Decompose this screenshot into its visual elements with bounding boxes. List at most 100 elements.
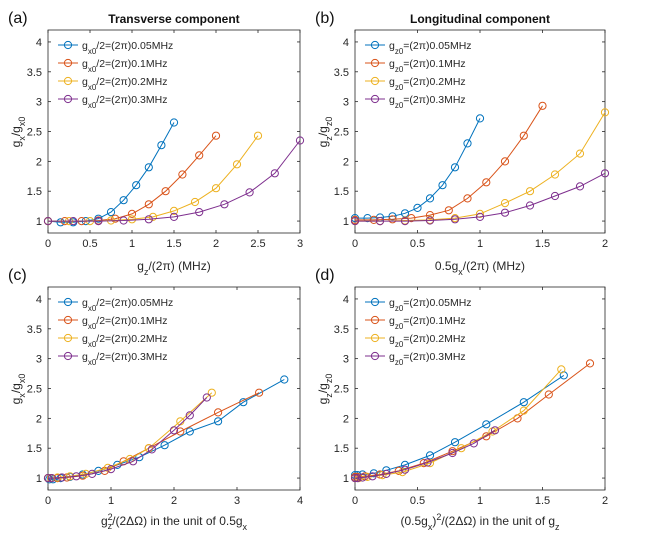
legend-marker-c-0: [63, 297, 73, 307]
ytick-label-a-2: 2: [36, 156, 42, 168]
data-point-b-3-5: [475, 212, 485, 221]
series-line-d-0: [355, 374, 565, 476]
xtick-label-c-3: 3: [234, 495, 240, 507]
subplot-a: (a) Transverse component 0 0.5 1 1.5 2 2.5 3 1 1…: [8, 10, 305, 277]
data-point-a-0-6: [119, 196, 128, 205]
ytick-label-c-4: 3: [36, 354, 42, 366]
data-point-b-2-10: [600, 108, 610, 117]
ytick-label-c-2: 2: [36, 413, 42, 425]
ytick-label-a-5: 3.5: [27, 67, 42, 79]
data-point-d-3-5: [400, 465, 410, 474]
legend-marker-d-1: [370, 315, 380, 325]
data-point-b-0-10: [475, 114, 485, 123]
ytick-label-c-6: 4: [36, 294, 42, 306]
data-point-b-3-6: [500, 208, 510, 217]
data-point-b-2-8: [550, 170, 560, 179]
ytick-label-b-4: 3: [343, 97, 349, 109]
xtick-label-a-2: 1: [129, 238, 135, 250]
ytick-label-b-3: 2.5: [334, 127, 349, 139]
data-point-a-0-8: [144, 163, 153, 172]
data-point-c-1-8: [176, 427, 185, 436]
data-point-d-2-6: [457, 444, 466, 453]
panel-label-b: (b): [315, 10, 335, 27]
data-point-a-3-4: [144, 215, 153, 224]
xtick-label-b-4: 2: [602, 238, 608, 250]
data-point-b-1-5: [444, 206, 453, 215]
legend-label-c-3: gx0/2=(2π)0.3MHz: [82, 351, 167, 367]
series-line-a-1: [48, 135, 217, 222]
data-point-b-1-4: [425, 211, 435, 220]
data-point-a-0-7: [132, 181, 141, 190]
data-point-b-3-8: [550, 191, 560, 201]
data-point-b-0-3: [388, 212, 397, 221]
data-point-b-3-7: [525, 201, 535, 210]
data-point-a-3-8: [245, 188, 254, 197]
data-point-b-1-9: [519, 131, 528, 140]
ytick-label-d-2: 2: [343, 413, 349, 425]
data-point-c-3-7: [147, 445, 156, 454]
xtick-label-b-2: 1: [477, 238, 483, 250]
data-point-c-3-5: [106, 465, 116, 474]
tick-group-d: 0 0.5 1 1.5 2 1 1.5 2 2.5 3 3.5 4: [334, 287, 608, 507]
legend-marker-b-1: [370, 58, 380, 68]
data-point-d-0-9: [519, 398, 528, 407]
data-point-a-0-9: [157, 141, 166, 150]
tick-group-a: 0 0.5 1 1.5 2 2.5 3 1 1.5 2 2.5 3 3.5 4: [27, 30, 303, 250]
data-point-d-3-2: [358, 473, 367, 482]
data-point-b-3-1: [375, 217, 385, 226]
series-group-d: [350, 359, 595, 483]
data-point-a-1-8: [178, 170, 187, 179]
data-point-c-3-3: [72, 472, 81, 481]
data-point-a-3-0: [43, 217, 53, 226]
data-point-c-0-2: [48, 475, 58, 484]
ytick-label-d-6: 4: [343, 294, 349, 306]
data-point-a-2-8: [211, 184, 221, 193]
legend-marker-c-2: [63, 333, 73, 343]
xtick-label-d-0: 0: [352, 495, 358, 507]
subplot-d: (d) 0 0.5 1 1.5 2 1 1.5 2 2.5 3 3.5 4 gz0=(2π)0.05M…: [315, 267, 608, 532]
xtick-label-a-5: 2.5: [250, 238, 265, 250]
data-point-a-2-9: [232, 160, 242, 169]
legend-marker-d-3: [370, 351, 380, 361]
data-point-d-2-4: [398, 468, 407, 477]
panel-label-a: (a): [8, 10, 28, 27]
ytick-label-c-5: 3.5: [27, 324, 42, 336]
xtick-label-b-3: 1.5: [535, 238, 550, 250]
panel-label-d: (d): [315, 267, 335, 284]
data-point-a-1-10: [211, 131, 221, 140]
data-point-a-2-6: [169, 206, 179, 215]
series-line-a-2: [48, 135, 259, 222]
data-point-a-2-5: [148, 212, 158, 221]
data-point-c-1-9: [214, 408, 223, 417]
data-point-d-3-4: [382, 469, 391, 478]
data-point-c-0-7: [113, 460, 122, 469]
legend-label-a-2: gx0/2=(2π)0.2MHz: [82, 76, 167, 92]
legend-marker-c-1: [63, 315, 73, 325]
legend-label-b-1: gz0=(2π)0.1MHz: [389, 58, 466, 74]
ytick-label-a-3: 2.5: [27, 127, 42, 139]
data-point-b-2-7: [525, 187, 535, 196]
series-line-c-3: [48, 397, 208, 479]
data-point-a-1-9: [195, 151, 204, 160]
data-point-b-1-8: [500, 157, 510, 166]
legend-marker-d-0: [370, 297, 380, 307]
series-line-c-0: [47, 379, 285, 480]
xtick-label-b-1: 0.5: [410, 238, 425, 250]
xtick-label-d-4: 2: [602, 495, 608, 507]
ytick-label-b-6: 4: [343, 37, 349, 49]
ytick-label-b-2: 2: [343, 156, 349, 168]
data-point-a-3-2: [94, 217, 103, 226]
legend-marker-c-3: [63, 351, 73, 361]
xtick-label-b-0: 0: [352, 238, 358, 250]
data-point-b-2-6: [500, 199, 510, 208]
data-point-d-1-9: [544, 390, 553, 399]
data-point-b-0-5: [413, 203, 422, 212]
data-point-c-2-9: [207, 388, 216, 397]
series-line-d-2: [355, 369, 562, 479]
xtick-label-a-3: 1.5: [166, 238, 181, 250]
xtick-label-a-1: 0.5: [82, 238, 97, 250]
legend-label-b-0: gz0=(2π)0.05MHz: [389, 40, 472, 56]
data-point-c-0-11: [214, 417, 223, 426]
data-point-d-3-1: [353, 474, 362, 483]
data-point-c-0-10: [185, 427, 194, 436]
